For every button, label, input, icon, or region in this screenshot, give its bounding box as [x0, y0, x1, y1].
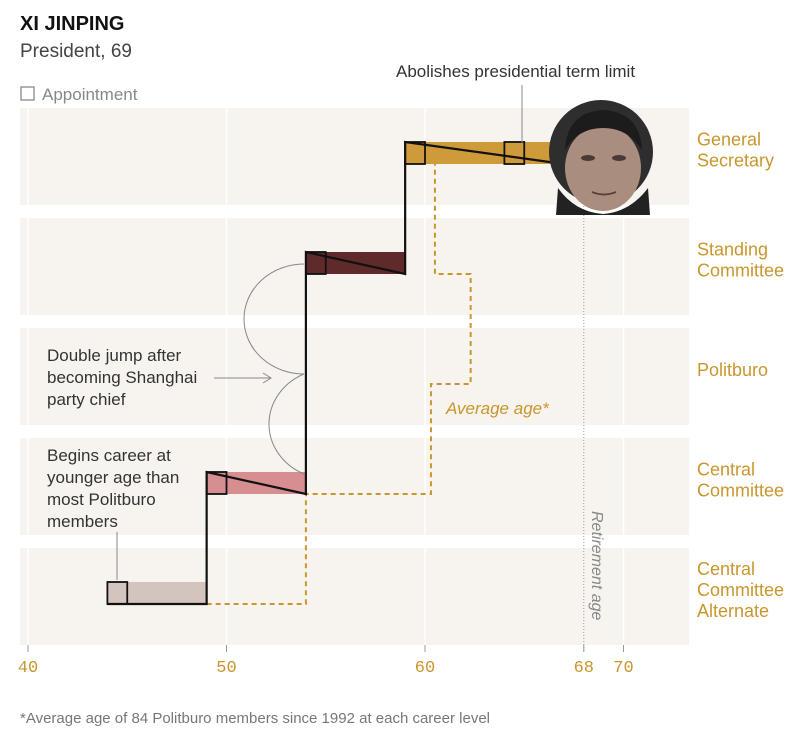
portrait-photo [549, 100, 653, 215]
double-jump-arc [243, 263, 305, 475]
x-tick-label-70: 70 [613, 659, 633, 678]
level-bands [20, 108, 689, 645]
appointment-markers [106, 141, 526, 605]
legend-appointment-label: Appointment [42, 85, 138, 104]
x-tick-label-60: 60 [415, 659, 435, 678]
level-band-1 [20, 438, 689, 535]
career-bar-level-0 [107, 582, 207, 604]
term-limit-annotation: Abolishes presidential term limit [396, 62, 635, 81]
level-label-3-0: Standing [697, 240, 768, 260]
begins-career-line-2: younger age than [47, 468, 179, 487]
level-label-4-1: Secretary [697, 151, 774, 171]
begins-career-line-1: Begins career at [47, 446, 171, 465]
x-axis-ticks: 40 50 60 68 70 [18, 645, 634, 678]
appointment-marker-1 [205, 471, 228, 495]
level-label-1-1: Committee [697, 481, 784, 501]
person-subtitle: President, 69 [20, 41, 132, 62]
x-tick-label-68: 68 [574, 659, 594, 678]
average-age-path [206, 164, 472, 605]
person-name: XI JINPING [20, 13, 124, 35]
level-label-0-2: Alternate [697, 601, 769, 621]
level-labels: CentralCommitteeAlternateCentralCommitte… [697, 130, 784, 622]
level-label-0-0: Central [697, 559, 755, 579]
double-jump-arrowhead [262, 372, 272, 384]
level-label-1-0: Central [697, 460, 755, 480]
footnote: *Average age of 84 Politburo members sin… [20, 710, 490, 727]
begins-career-line-3: most Politburo [47, 490, 156, 509]
x-tick-label-40: 40 [18, 659, 38, 678]
x-tick-label-50: 50 [216, 659, 236, 678]
appointment-marker-4 [503, 141, 526, 165]
appointment-marker-0 [106, 581, 129, 605]
begins-career-line-4: members [47, 512, 118, 531]
average-age-line [206, 164, 472, 605]
level-label-4-0: General [697, 130, 761, 150]
level-band-2 [20, 328, 689, 425]
double-jump-line-3: party chief [47, 390, 126, 409]
appointment-marker-3 [404, 141, 426, 165]
level-label-2-0: Politburo [697, 360, 768, 380]
legend-appointment-icon [20, 86, 35, 101]
double-jump-line-1: Double jump after [47, 346, 182, 365]
average-age-label: Average age* [445, 399, 550, 418]
appointment-marker-2 [304, 251, 327, 275]
level-label-0-1: Committee [697, 580, 784, 600]
retirement-age-label: Retirement age [588, 511, 605, 620]
level-label-3-1: Committee [697, 261, 784, 281]
double-jump-line-2: becoming Shanghai [47, 368, 197, 387]
